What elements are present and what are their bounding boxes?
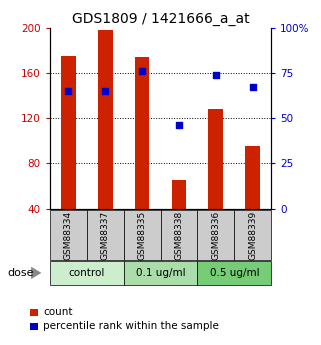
Point xyxy=(213,72,218,78)
Bar xyxy=(61,56,76,254)
Text: percentile rank within the sample: percentile rank within the sample xyxy=(43,321,219,331)
Text: GSM88339: GSM88339 xyxy=(248,211,257,260)
Point xyxy=(102,88,108,94)
Point xyxy=(177,122,182,128)
Text: count: count xyxy=(43,307,73,317)
Bar xyxy=(245,147,260,254)
Text: control: control xyxy=(68,268,105,278)
Bar xyxy=(135,57,149,254)
Text: GSM88338: GSM88338 xyxy=(174,211,184,260)
Text: 0.5 ug/ml: 0.5 ug/ml xyxy=(210,268,259,278)
Text: GDS1809 / 1421666_a_at: GDS1809 / 1421666_a_at xyxy=(72,12,249,26)
Point xyxy=(140,68,145,74)
Text: GSM88335: GSM88335 xyxy=(137,211,147,260)
Point xyxy=(66,88,71,94)
Bar xyxy=(98,30,113,254)
Text: dose: dose xyxy=(7,268,34,278)
Text: GSM88337: GSM88337 xyxy=(100,211,110,260)
Bar xyxy=(209,109,223,254)
Text: GSM88334: GSM88334 xyxy=(64,211,73,260)
Bar xyxy=(171,180,186,254)
Text: GSM88336: GSM88336 xyxy=(211,211,221,260)
Text: 0.1 ug/ml: 0.1 ug/ml xyxy=(136,268,185,278)
Point xyxy=(250,85,256,90)
